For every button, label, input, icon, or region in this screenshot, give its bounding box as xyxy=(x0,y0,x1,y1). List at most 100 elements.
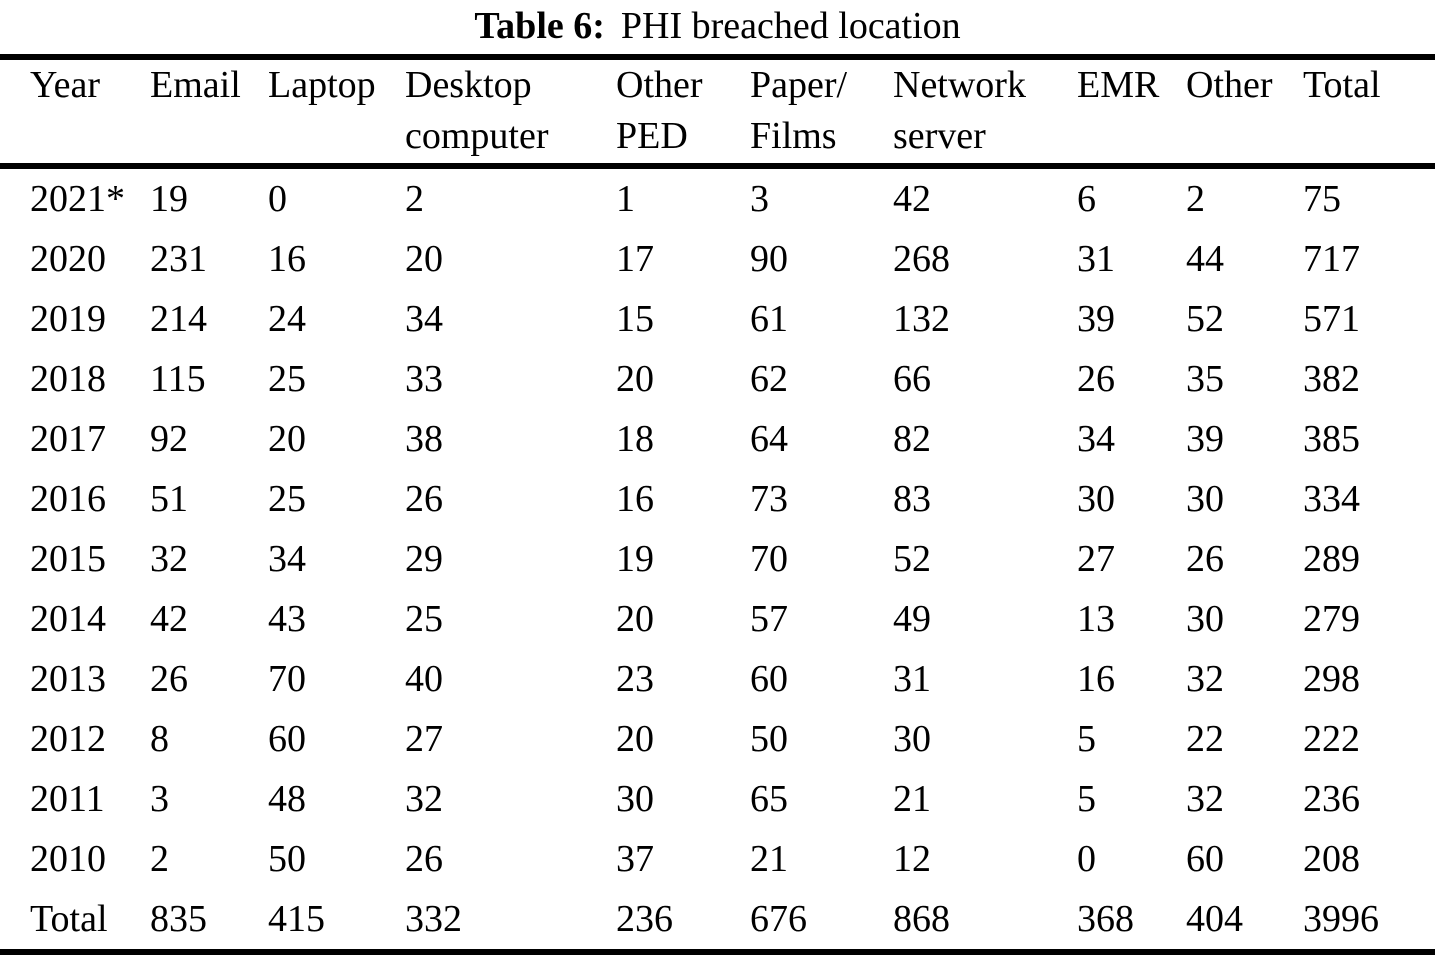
value-cell: 214 xyxy=(150,297,207,340)
value-cell: 8 xyxy=(150,717,169,760)
value-cell: 52 xyxy=(1186,297,1224,340)
column-header-line: Email xyxy=(150,64,241,106)
value-cell: 40 xyxy=(405,657,443,700)
value-cell: 60 xyxy=(1186,837,1224,880)
table-row: 2017 92 20 38 18 64 82 34 39 385 xyxy=(0,409,1435,469)
value-cell: 16 xyxy=(268,237,306,280)
value-cell: 32 xyxy=(1186,657,1224,700)
value-cell: 39 xyxy=(1077,297,1115,340)
value-cell: 23 xyxy=(616,657,654,700)
value-cell: 18 xyxy=(616,417,654,460)
value-cell: 30 xyxy=(893,717,931,760)
value-cell: 70 xyxy=(750,537,788,580)
value-cell: 236 xyxy=(1303,777,1360,820)
row-label-cell: Total xyxy=(30,897,108,940)
value-cell: 268 xyxy=(893,237,950,280)
value-cell: 44 xyxy=(1186,237,1224,280)
value-cell: 49 xyxy=(893,597,931,640)
value-cell: 289 xyxy=(1303,537,1360,580)
value-cell: 42 xyxy=(893,177,931,220)
value-cell: 20 xyxy=(616,597,654,640)
value-cell: 0 xyxy=(1077,837,1096,880)
value-cell: 30 xyxy=(1186,477,1224,520)
column-header-other: Other xyxy=(1186,57,1303,169)
value-cell: 26 xyxy=(405,477,443,520)
column-header-paper-films: Paper/ Films xyxy=(750,57,893,169)
value-cell: 27 xyxy=(1077,537,1115,580)
value-cell: 24 xyxy=(268,297,306,340)
value-cell: 92 xyxy=(150,417,188,460)
table-row: 2016 51 25 26 16 73 83 30 30 334 xyxy=(0,469,1435,529)
value-cell: 20 xyxy=(616,717,654,760)
value-cell: 22 xyxy=(1186,717,1224,760)
table-row: 2010 2 50 26 37 21 12 0 60 208 xyxy=(0,829,1435,889)
column-header-laptop: Laptop xyxy=(268,57,405,169)
value-cell: 2 xyxy=(150,837,169,880)
value-cell: 3996 xyxy=(1303,897,1379,940)
value-cell: 34 xyxy=(405,297,443,340)
phi-breached-location-table: Year Email Laptop Desktop computer Other xyxy=(0,54,1435,955)
value-cell: 25 xyxy=(405,597,443,640)
value-cell: 26 xyxy=(405,837,443,880)
value-cell: 3 xyxy=(750,177,769,220)
table-header: Year Email Laptop Desktop computer Other xyxy=(0,57,1435,169)
column-header-line: Paper/ xyxy=(750,64,848,106)
value-cell: 42 xyxy=(150,597,188,640)
value-cell: 368 xyxy=(1077,897,1134,940)
value-cell: 61 xyxy=(750,297,788,340)
value-cell: 38 xyxy=(405,417,443,460)
column-header-line: Other xyxy=(1186,64,1273,106)
value-cell: 26 xyxy=(150,657,188,700)
value-cell: 5 xyxy=(1077,777,1096,820)
value-cell: 17 xyxy=(616,237,654,280)
value-cell: 26 xyxy=(1077,357,1115,400)
value-cell: 868 xyxy=(893,897,950,940)
column-header-line: Films xyxy=(750,115,837,158)
value-cell: 19 xyxy=(616,537,654,580)
value-cell: 30 xyxy=(1186,597,1224,640)
value-cell: 51 xyxy=(150,477,188,520)
value-cell: 48 xyxy=(268,777,306,820)
table-row: 2020 231 16 20 17 90 268 31 44 717 xyxy=(0,229,1435,289)
value-cell: 34 xyxy=(268,537,306,580)
value-cell: 27 xyxy=(405,717,443,760)
value-cell: 717 xyxy=(1303,237,1360,280)
value-cell: 52 xyxy=(893,537,931,580)
value-cell: 25 xyxy=(268,357,306,400)
column-header-line: Laptop xyxy=(268,64,376,106)
value-cell: 298 xyxy=(1303,657,1360,700)
value-cell: 6 xyxy=(1077,177,1096,220)
column-header-line: PED xyxy=(616,115,688,158)
table-row: 2018 115 25 33 20 62 66 26 35 382 xyxy=(0,349,1435,409)
row-label-cell: 2019 xyxy=(30,297,106,340)
row-label-cell: 2011 xyxy=(30,777,105,820)
value-cell: 75 xyxy=(1303,177,1341,220)
row-label-cell: 2018 xyxy=(30,357,106,400)
row-label-cell: 2020 xyxy=(30,237,106,280)
value-cell: 90 xyxy=(750,237,788,280)
value-cell: 62 xyxy=(750,357,788,400)
table-row: 2021* 19 0 2 1 3 42 6 2 75 xyxy=(0,166,1435,229)
value-cell: 60 xyxy=(268,717,306,760)
value-cell: 3 xyxy=(150,777,169,820)
row-label-cell: 2017 xyxy=(30,417,106,460)
table-header-row: Year Email Laptop Desktop computer Other xyxy=(0,57,1435,169)
value-cell: 279 xyxy=(1303,597,1360,640)
value-cell: 30 xyxy=(616,777,654,820)
column-header-line: Year xyxy=(30,64,101,106)
value-cell: 39 xyxy=(1186,417,1224,460)
value-cell: 231 xyxy=(150,237,207,280)
value-cell: 208 xyxy=(1303,837,1360,880)
value-cell: 16 xyxy=(616,477,654,520)
value-cell: 43 xyxy=(268,597,306,640)
column-header-line: computer xyxy=(405,115,549,158)
column-header-line: EMR xyxy=(1077,64,1160,106)
column-header-line: Total xyxy=(1303,64,1381,106)
value-cell: 31 xyxy=(893,657,931,700)
value-cell: 32 xyxy=(150,537,188,580)
row-label-cell: 2013 xyxy=(30,657,106,700)
table-caption-text: PHI breached location xyxy=(620,5,961,47)
column-header-emr: EMR xyxy=(1077,57,1186,169)
value-cell: 20 xyxy=(405,237,443,280)
